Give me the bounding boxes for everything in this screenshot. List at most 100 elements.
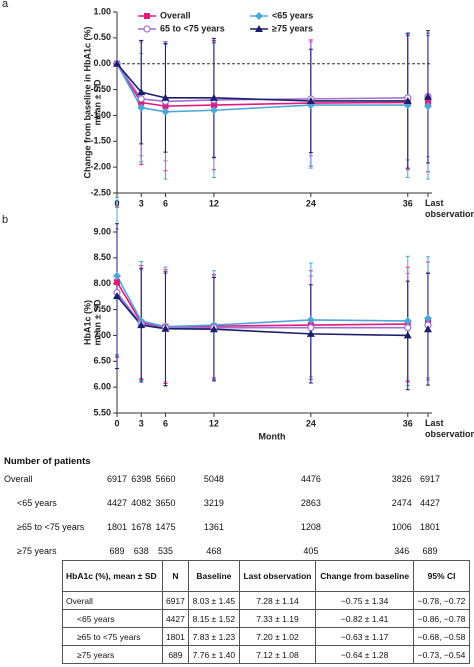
legend-marker — [144, 13, 150, 19]
table-cell: −0.86, −0.78 — [413, 609, 470, 628]
patient-count: 638 — [133, 546, 149, 556]
data-point — [137, 321, 146, 329]
summary-table: HbA1c (%), mean ± SD N Baseline Last observ… — [62, 560, 470, 664]
row-label: <65 years — [17, 498, 57, 508]
table-cell: ≥65 to <75 years — [62, 627, 163, 646]
legend-label: ≥75 years — [272, 23, 313, 33]
y-tick-label: -0.50 — [90, 84, 111, 94]
table-cell: 8.03 ± 1.45 — [188, 591, 240, 610]
x-tick-label: 3 — [139, 418, 144, 428]
y-tick-label: 7.50 — [93, 304, 111, 314]
x-tick-label: 24 — [306, 198, 316, 208]
y-tick-label: 5.50 — [93, 407, 111, 417]
y-axis-label: Change from baseline in HbA1c (%) — [82, 26, 92, 178]
patient-count: 1678 — [131, 522, 152, 532]
y-tick-label: 0.00 — [93, 58, 111, 68]
data-point — [137, 88, 146, 96]
table-row: <65 years 4427 8.15 ± 1.52 7.33 ± 1.19 −0.82… — [62, 609, 470, 628]
data-point — [161, 324, 170, 332]
y-tick-label: 1.00 — [93, 6, 111, 16]
table-row: ≥65 to <75 years 1801 7.83 ± 1.23 7.20 ± 1.… — [62, 627, 470, 646]
table-cell: 6917 — [161, 591, 190, 610]
table-cell: −0.82 ± 1.41 — [315, 609, 415, 628]
legend-label: <65 years — [272, 10, 313, 20]
last-observation-point — [423, 314, 432, 323]
data-point — [210, 102, 217, 109]
header-cell: Baseline — [188, 560, 240, 592]
x-tick-label: 36 — [403, 418, 413, 428]
x-tick-label: 12 — [209, 418, 219, 428]
patient-count: 5048 — [203, 474, 224, 484]
table-cell: −0.64 ± 1.28 — [315, 645, 415, 664]
series-line — [116, 292, 408, 329]
legend-label: 65 to <75 years — [160, 23, 225, 33]
x-tick-label: 12 — [209, 198, 219, 208]
x-tick-label-box: Last observation — [424, 418, 474, 439]
x-tick-label: 6 — [163, 198, 168, 208]
patient-count: 1006 — [391, 522, 412, 532]
data-point — [161, 107, 170, 116]
y-tick-label: -1.50 — [90, 136, 111, 146]
data-point — [403, 96, 412, 104]
header-cell: Last observation — [238, 560, 317, 592]
data-point — [137, 103, 146, 112]
table-cell: 4427 — [161, 609, 190, 628]
patient-count: 3826 — [391, 474, 412, 484]
patient-count: 689 — [422, 546, 438, 556]
patient-count: 2474 — [391, 498, 412, 508]
table-cell: 7.76 ± 1.40 — [188, 645, 240, 664]
patient-count: 1801 — [419, 522, 440, 532]
table-cell: Overall — [62, 591, 163, 610]
legend-marker — [255, 25, 263, 32]
series-line — [116, 295, 408, 337]
patient-count: 4427 — [419, 498, 440, 508]
y-axis-label: mean ± SD — [92, 299, 102, 345]
x-axis-label: Month — [259, 431, 286, 441]
series-line — [116, 63, 408, 113]
table-cell: −0.75 ± 1.34 — [315, 591, 415, 610]
y-axis-label: mean ± SD — [92, 79, 102, 125]
header-cell: 95% CI — [413, 560, 470, 592]
panel-label: b — [2, 214, 8, 226]
data-point — [114, 279, 120, 286]
data-point — [113, 59, 121, 67]
x-tick-label: 6 — [163, 418, 168, 428]
data-point — [113, 271, 121, 280]
data-point — [306, 329, 315, 337]
series-line — [116, 63, 408, 102]
table-cell: 8.15 ± 1.52 — [188, 609, 240, 628]
panel-label: a — [2, 0, 9, 10]
table-cell: −0.78, −0.72 — [413, 591, 470, 610]
last-observation-point — [423, 102, 432, 111]
header-cell: Change from baseline — [315, 560, 415, 592]
x-tick-label: Last observation — [424, 418, 474, 439]
y-tick-label: -1.00 — [90, 110, 111, 120]
patient-count: 1361 — [203, 522, 224, 532]
patient-count: 6917 — [419, 474, 440, 484]
last-observation-point — [423, 92, 432, 100]
table-row: Overall 6917 8.03 ± 1.45 7.28 ± 1.14 −0.75 ±… — [62, 591, 470, 610]
data-point — [138, 99, 145, 106]
table-cell: 1801 — [161, 627, 190, 646]
patient-count: 2863 — [300, 498, 321, 508]
table-cell: ≥75 years — [62, 645, 163, 664]
patient-count: 1801 — [106, 522, 128, 532]
table-cell: 7.12 ± 1.08 — [238, 645, 317, 664]
patient-count: 4082 — [131, 498, 152, 508]
legend-marker — [143, 25, 151, 33]
data-point — [209, 106, 218, 115]
y-tick-label: -2.00 — [90, 162, 111, 172]
table-cell: −0.68, −0.58 — [413, 627, 470, 646]
table-cell: −0.63 ± 1.17 — [315, 627, 415, 646]
data-point — [404, 324, 412, 332]
table-cell: 7.20 ± 1.02 — [238, 627, 317, 646]
data-point — [113, 292, 121, 300]
data-point — [161, 93, 170, 101]
x-tick-label: 36 — [403, 198, 413, 208]
header-row: HbA1c (%), mean ± SD N Baseline Last observ… — [62, 560, 470, 592]
data-point — [403, 316, 412, 325]
series-line — [116, 275, 408, 328]
patient-count: 468 — [206, 546, 222, 556]
data-point — [307, 324, 315, 332]
